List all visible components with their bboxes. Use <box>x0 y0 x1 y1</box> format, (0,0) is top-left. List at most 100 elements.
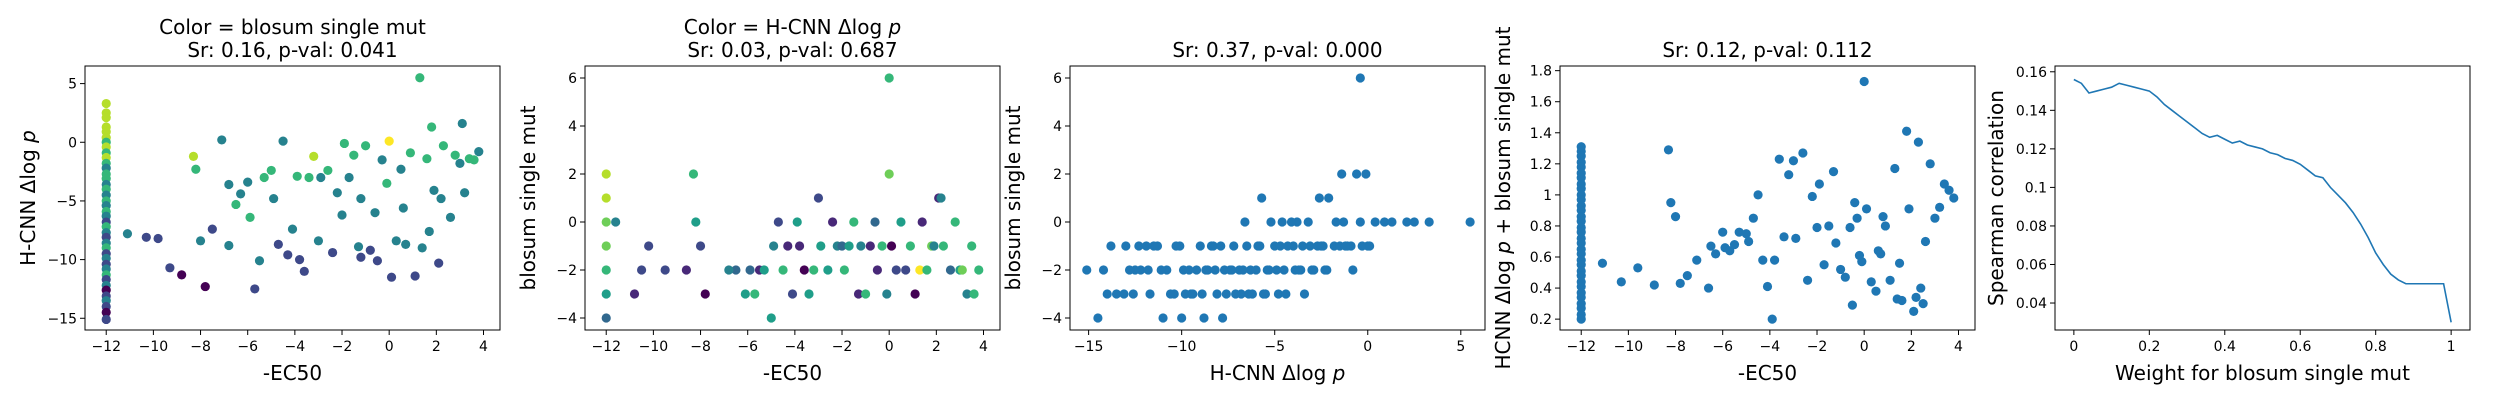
data-point-1-42 <box>141 232 151 242</box>
data-point-3-44 <box>1149 241 1159 251</box>
data-point-3-64 <box>1357 241 1367 251</box>
data-point-1-75 <box>332 188 342 198</box>
data-point-1-55 <box>243 177 253 187</box>
x-tick-label-5-6: 1 <box>2447 339 2456 355</box>
data-point-4-60 <box>1774 154 1784 164</box>
data-point-2-14 <box>691 217 701 227</box>
data-point-3-85 <box>1351 169 1362 179</box>
x-tick-label-3-3: −5 <box>1264 339 1285 355</box>
data-point-4-81 <box>1861 204 1872 214</box>
data-point-1-46 <box>188 151 199 161</box>
data-point-3-36 <box>1409 217 1419 227</box>
data-point-3-96 <box>1216 241 1226 251</box>
y-tick-label-1-1: −15 <box>47 311 77 327</box>
data-point-3-84 <box>1361 169 1371 179</box>
axes-frame-2 <box>584 65 1001 331</box>
data-point-2-34 <box>813 193 824 203</box>
data-point-4-43 <box>1692 255 1702 265</box>
data-point-4-70 <box>1819 260 1829 270</box>
y-tick-label-2-3: 0 <box>568 215 577 231</box>
data-point-4-92 <box>1904 204 1914 214</box>
data-point-1-100 <box>429 185 439 195</box>
data-point-1-98 <box>422 154 432 164</box>
y-axis-label-1: H-CNN Δlog p <box>16 130 40 266</box>
data-point-1-48 <box>195 236 206 246</box>
data-point-4-66 <box>1802 275 1813 285</box>
data-point-3-83 <box>1348 265 1358 275</box>
data-point-3-95 <box>1240 217 1250 227</box>
y-tick-label-2-2: −2 <box>556 263 577 279</box>
data-point-2-71 <box>962 289 972 299</box>
chart-title-1-line-1: Color = blosum single mut <box>159 15 426 39</box>
data-point-2-41 <box>844 241 854 251</box>
data-point-1-107 <box>460 188 470 198</box>
data-point-4-58 <box>1767 314 1777 324</box>
data-point-4-105 <box>1878 212 1888 222</box>
data-point-4-57 <box>1762 281 1773 292</box>
data-point-3-13 <box>1212 289 1222 299</box>
x-tick-label-3-4: 0 <box>1363 339 1372 355</box>
data-point-1-87 <box>382 178 392 188</box>
axes-frame-5 <box>2054 65 2471 331</box>
data-point-4-71 <box>1824 221 1834 231</box>
data-point-3-111 <box>1184 265 1194 275</box>
data-point-3-50 <box>1218 313 1228 323</box>
data-point-3-37 <box>1424 217 1434 227</box>
data-point-4-82 <box>1866 277 1876 287</box>
data-point-2-73 <box>969 289 979 299</box>
data-point-4-65 <box>1798 148 1808 158</box>
data-point-1-72 <box>316 172 326 183</box>
data-point-4-54 <box>1748 213 1758 223</box>
data-point-2-50 <box>882 289 892 299</box>
data-point-4-102 <box>1949 193 1959 203</box>
data-point-2-45 <box>860 289 871 299</box>
data-point-1-58 <box>254 256 265 266</box>
data-point-4-83 <box>1871 286 1881 296</box>
data-point-3-43 <box>1134 241 1144 251</box>
y-tick-label-5-3: 0.08 <box>2016 219 2047 235</box>
data-point-3-39 <box>1119 289 1129 299</box>
data-point-2-43 <box>853 289 864 299</box>
data-point-3-41 <box>1158 313 1168 323</box>
data-point-1-65 <box>287 224 298 234</box>
data-point-1-50 <box>207 224 217 234</box>
data-point-2-35 <box>816 241 826 251</box>
data-point-1-62 <box>273 239 283 249</box>
data-point-3-80 <box>1309 265 1319 275</box>
data-point-3-46 <box>1121 241 1131 251</box>
x-tick-label-1-9: 4 <box>479 339 488 355</box>
data-point-1-106 <box>455 158 465 168</box>
data-point-1-104 <box>445 212 456 222</box>
y-tick-label-4-9: 1.8 <box>1530 64 1552 80</box>
data-point-4-98 <box>1930 213 1940 223</box>
data-point-3-1 <box>1082 265 1092 275</box>
y-tick-label-3-2: −2 <box>1041 263 1062 279</box>
data-point-2-10 <box>644 241 654 251</box>
data-point-1-82 <box>360 141 371 151</box>
data-point-1-57 <box>250 284 260 294</box>
data-point-4-75 <box>1840 272 1850 282</box>
axes-frame-1 <box>84 65 501 331</box>
data-point-1-67 <box>294 255 305 265</box>
data-point-4-39 <box>1666 198 1676 208</box>
y-tick-label-4-1: 0.2 <box>1530 312 1552 328</box>
data-point-3-101 <box>1106 241 1116 251</box>
data-point-1-94 <box>405 148 415 158</box>
x-tick-label-2-9: 4 <box>979 339 988 355</box>
data-point-1-59 <box>259 172 269 183</box>
data-point-3-102 <box>1098 265 1109 275</box>
data-point-2-22 <box>759 265 769 275</box>
data-point-3-3 <box>1128 289 1138 299</box>
data-point-3-70 <box>1208 241 1218 251</box>
data-point-4-64 <box>1791 233 1801 243</box>
data-point-4-44 <box>1703 283 1714 293</box>
data-point-2-8 <box>611 217 621 227</box>
data-point-4-73 <box>1831 238 1841 248</box>
data-point-4-67 <box>1807 191 1817 202</box>
data-point-2-51 <box>884 73 894 83</box>
data-point-3-109 <box>1227 265 1237 275</box>
data-point-1-73 <box>323 165 333 176</box>
data-point-4-94 <box>1911 292 1921 302</box>
data-point-2-55 <box>896 217 906 227</box>
